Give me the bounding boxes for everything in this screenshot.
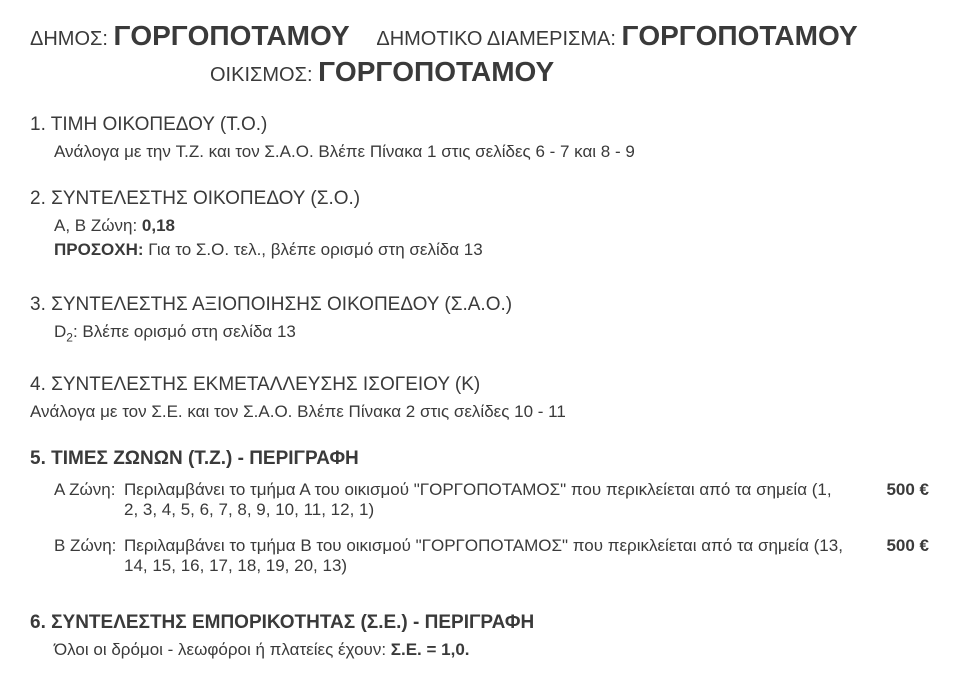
s2-line2a: ΠΡΟΣΟΧΗ: [54,240,148,259]
section-2-line2: ΠΡΟΣΟΧΗ: Για το Σ.Ο. τελ., βλέπε ορισμό … [54,240,929,260]
section-1-title: 1. ΤΙΜΗ ΟΙΚΟΠΕΔΟΥ (Τ.Ο.) [30,114,929,136]
zone-a-label: Α Ζώνη: [54,480,124,500]
section-2-line1: A, B Ζώνη: 0,18 [54,216,929,236]
s3-prefix: D [54,322,66,341]
zone-a-price: 500 € [869,480,929,500]
s3-sub: 2 [66,330,73,344]
section-1-body: Ανάλογα με την T.Z. και τον Σ.Α.Ο. Βλέπε… [54,142,929,162]
zone-b-label: Β Ζώνη: [54,536,124,556]
zone-b-price: 500 € [869,536,929,556]
diamerisma-value: ΓΟΡΓΟΠΟΤΑΜΟΥ [622,20,858,51]
s2-line1a: A, B Ζώνη: [54,216,142,235]
header-line-1: ΔΗΜΟΣ: ΓΟΡΓΟΠΟΤΑΜΟΥ ΔΗΜΟΤΙΚΟ ΔΙΑΜΕΡΙΣΜΑ:… [30,20,929,52]
s2-line2b: Για το Σ.Ο. τελ., βλέπε ορισμό στη σελίδ… [148,240,482,259]
zone-row: Β Ζώνη: Περιλαμβάνει το τμήμα Β του οικι… [54,536,929,576]
section-6-title: 6. ΣΥΝΤΕΛΕΣΤΗΣ ΕΜΠΟΡΙΚΟΤΗΤΑΣ (Σ.Ε.) - ΠΕ… [30,612,929,634]
diamerisma-label: ΔΗΜΟΤΙΚΟ ΔΙΑΜΕΡΙΣΜΑ: [376,28,616,50]
zone-a-desc: Περιλαμβάνει το τμήμα Α του οικισμού "ΓΟ… [124,480,869,520]
section-6-body: Όλοι οι δρόμοι - λεωφόροι ή πλατείες έχο… [54,640,929,660]
section-4-sub: Ανάλογα με τον Σ.Ε. και τον Σ.Α.Ο. Βλέπε… [30,402,929,422]
section-4-title: 4. ΣΥΝΤΕΛΕΣΤΗΣ ΕΚΜΕΤΑΛΛΕΥΣΗΣ ΙΣΟΓΕΙΟΥ (Κ… [30,374,929,396]
section-3-title: 3. ΣΥΝΤΕΛΕΣΤΗΣ ΑΞΙΟΠΟΙΗΣΗΣ ΟΙΚΟΠΕΔΟΥ (Σ.… [30,294,929,316]
dimos-label: ΔΗΜΟΣ: [30,28,108,50]
zone-b-desc: Περιλαμβάνει το τμήμα Β του οικισμού "ΓΟ… [124,536,869,576]
s3-rest: : Βλέπε ορισμό στη σελίδα 13 [73,322,296,341]
dimos-value: ΓΟΡΓΟΠΟΤΑΜΟΥ [114,20,350,51]
section-3-body: D2: Βλέπε ορισμό στη σελίδα 13 [54,322,929,344]
section-5-title: 5. ΤΙΜΕΣ ΖΩΝΩΝ (Τ.Ζ.) - ΠΕΡΙΓΡΑΦΗ [30,448,929,470]
s6-body-b: Σ.Ε. = 1,0. [391,640,470,659]
section-2-title: 2. ΣΥΝΤΕΛΕΣΤΗΣ ΟΙΚΟΠΕΔΟΥ (Σ.Ο.) [30,188,929,210]
zone-row: Α Ζώνη: Περιλαμβάνει το τμήμα Α του οικι… [54,480,929,520]
s6-body-a: Όλοι οι δρόμοι - λεωφόροι ή πλατείες έχο… [54,640,391,659]
s2-line1b: 0,18 [142,216,175,235]
oikismos-label: ΟΙΚΙΣΜΟΣ: [210,64,313,86]
oikismos-value: ΓΟΡΓΟΠΟΤΑΜΟΥ [318,56,554,87]
header-line-2: ΟΙΚΙΣΜΟΣ: ΓΟΡΓΟΠΟΤΑΜΟΥ [210,56,929,88]
